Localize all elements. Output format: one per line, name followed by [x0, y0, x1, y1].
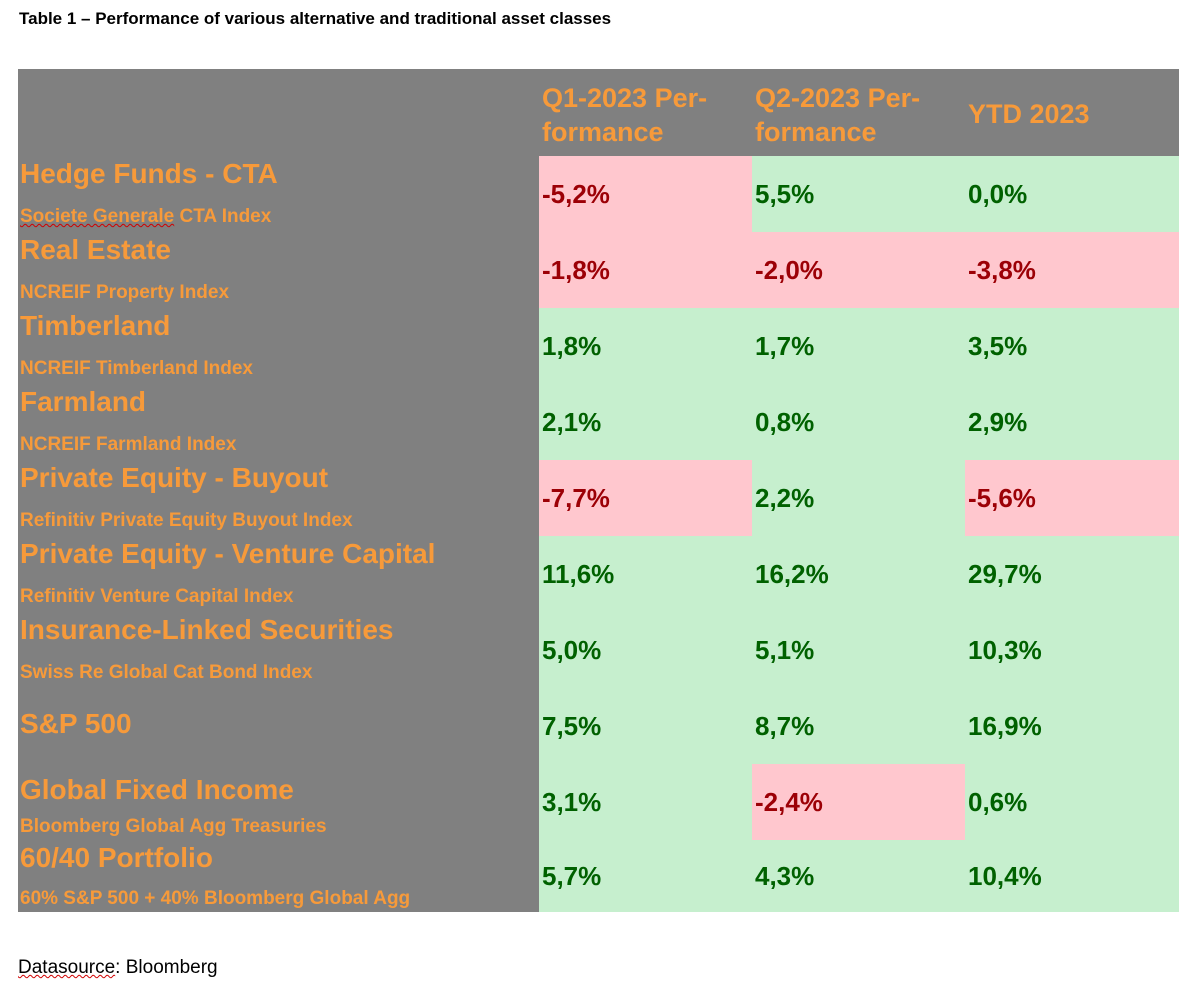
row-index: NCREIF Property Index	[20, 282, 230, 303]
table-row: S&P 500 7,5% 8,7% 16,9%	[18, 688, 1179, 764]
table-row: Timberland NCREIF Timberland Index 1,8% …	[18, 308, 1179, 384]
cell-q2: 2,2%	[752, 460, 965, 536]
row-name: Timberland	[20, 310, 171, 341]
cell-q2: 0,8%	[752, 384, 965, 460]
table-row: 60/40 Portfolio 60% S&P 500 + 40% Bloomb…	[18, 840, 1179, 912]
cell-q1: 3,1%	[539, 764, 752, 840]
table-row: Hedge Funds - CTA Societe Generale CTA I…	[18, 156, 1179, 232]
cell-q1: 2,1%	[539, 384, 752, 460]
cell-q2: 5,5%	[752, 156, 965, 232]
cell-q1: 7,5%	[539, 688, 752, 764]
row-index: Refinitiv Private Equity Buyout Index	[20, 510, 353, 531]
row-index: NCREIF Timberland Index	[20, 358, 253, 379]
cell-q2: 1,7%	[752, 308, 965, 384]
cell-q1: 11,6%	[539, 536, 752, 612]
performance-table: Q1-2023 Per-formance Q2-2023 Per-formanc…	[18, 69, 1179, 912]
table-row: Private Equity - Venture Capital Refinit…	[18, 536, 1179, 612]
row-index: Refinitiv Venture Capital Index	[20, 586, 294, 607]
row-name: Private Equity - Venture Capital	[20, 538, 436, 569]
cell-q1: 5,7%	[539, 840, 752, 912]
table-header: Q1-2023 Per-formance Q2-2023 Per-formanc…	[18, 69, 1179, 156]
cell-ytd: 29,7%	[965, 536, 1179, 612]
cell-ytd: 10,4%	[965, 840, 1179, 912]
row-index: 60% S&P 500 + 40% Bloomberg Global Agg	[20, 888, 411, 909]
table-row: Private Equity - Buyout Refinitiv Privat…	[18, 460, 1179, 536]
cell-q1: -1,8%	[539, 232, 752, 308]
table-row: Insurance-Linked Securities Swiss Re Glo…	[18, 612, 1179, 688]
cell-ytd: 0,6%	[965, 764, 1179, 840]
row-name: Hedge Funds - CTA	[20, 158, 278, 189]
cell-q1: -7,7%	[539, 460, 752, 536]
header-q2: Q2-2023 Per-formance	[755, 83, 921, 147]
row-index: Swiss Re Global Cat Bond Index	[20, 662, 313, 683]
label-column	[18, 156, 539, 912]
cell-ytd: 2,9%	[965, 384, 1179, 460]
cell-q2: 8,7%	[752, 688, 965, 764]
cell-ytd: 0,0%	[965, 156, 1179, 232]
cell-q1: 5,0%	[539, 612, 752, 688]
table-row: Global Fixed Income Bloomberg Global Agg…	[18, 764, 1179, 840]
table-row: Real Estate NCREIF Property Index -1,8% …	[18, 232, 1179, 308]
row-index: Societe Generale CTA Index	[20, 206, 271, 228]
cell-ytd: -3,8%	[965, 232, 1179, 308]
cell-q2: -2,0%	[752, 232, 965, 308]
cell-q2: 5,1%	[752, 612, 965, 688]
cell-ytd: 10,3%	[965, 612, 1179, 688]
cell-ytd: 16,9%	[965, 688, 1179, 764]
source-label: Datasource	[18, 957, 116, 978]
header-ytd: YTD 2023	[968, 99, 1090, 129]
table-title: Table 1 – Performance of various alterna…	[19, 9, 612, 28]
cell-q1: 1,8%	[539, 308, 752, 384]
cell-q2: -2,4%	[752, 764, 965, 840]
row-name: Real Estate	[20, 234, 171, 265]
data-source-note: Datasource: Bloomberg	[18, 957, 218, 979]
cell-q2: 4,3%	[752, 840, 965, 912]
cell-ytd: 3,5%	[965, 308, 1179, 384]
cell-q1: -5,2%	[539, 156, 752, 232]
row-name: Insurance-Linked Securities	[20, 614, 394, 645]
spellcheck-word: Societe Generale	[20, 206, 175, 227]
cell-ytd: -5,6%	[965, 460, 1179, 536]
row-index: Bloomberg Global Agg Treasuries	[20, 816, 327, 837]
row-name: S&P 500	[20, 708, 132, 739]
source-value: : Bloomberg	[115, 957, 218, 978]
row-name: 60/40 Portfolio	[20, 842, 213, 873]
row-name: Private Equity - Buyout	[20, 462, 329, 493]
cell-q2: 16,2%	[752, 536, 965, 612]
row-index-rest: CTA Index	[174, 206, 272, 227]
header-q1: Q1-2023 Per-formance	[542, 83, 708, 147]
row-name: Global Fixed Income	[20, 774, 294, 805]
table-row: Farmland NCREIF Farmland Index 2,1% 0,8%…	[18, 384, 1179, 460]
row-name: Farmland	[20, 386, 147, 417]
row-index: NCREIF Farmland Index	[20, 434, 237, 455]
